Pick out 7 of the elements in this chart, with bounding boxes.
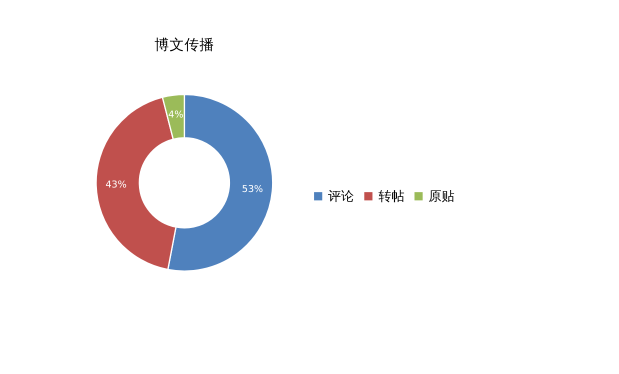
legend-label: 评论: [328, 190, 354, 205]
legend-label: 原贴: [428, 190, 455, 205]
data-label: 53%: [242, 184, 264, 195]
data-label: 43%: [105, 180, 127, 191]
legend-label: 转帖: [378, 190, 404, 205]
chart-title: 博文传播: [154, 36, 214, 54]
data-label: 4%: [168, 110, 184, 121]
